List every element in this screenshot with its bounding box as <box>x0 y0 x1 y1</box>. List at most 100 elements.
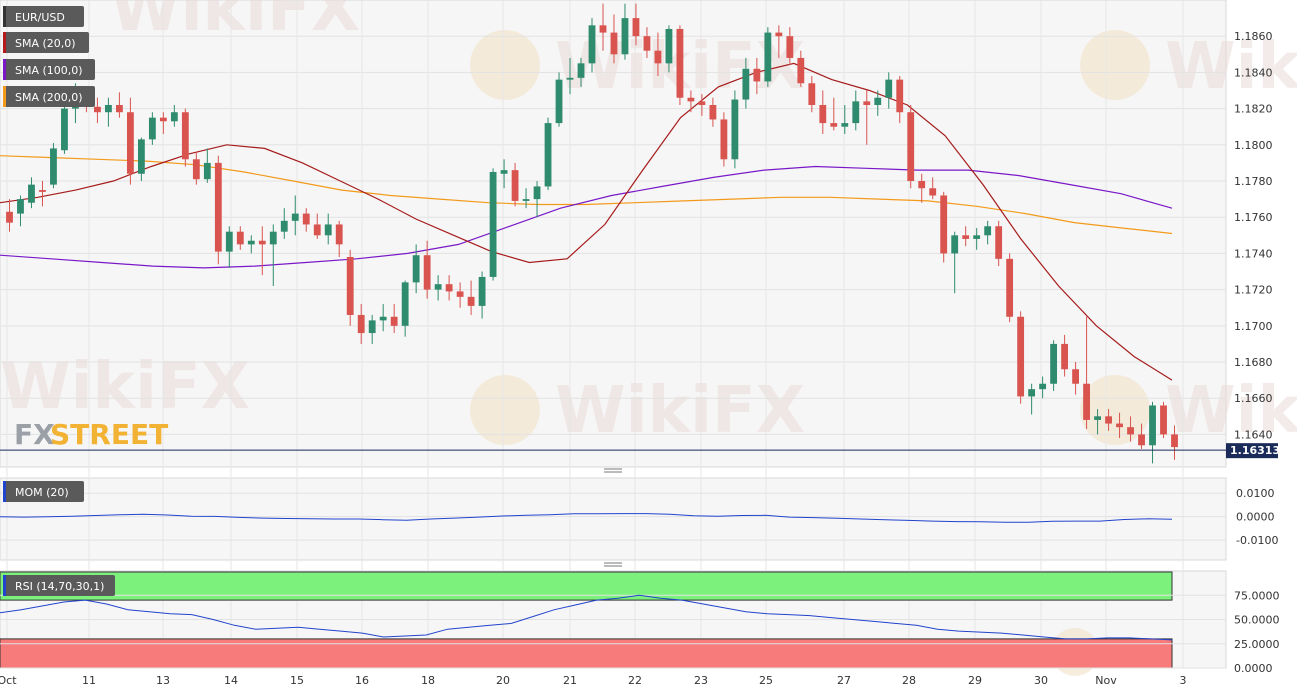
candle <box>665 25 673 73</box>
date-tick-label: 16 <box>355 674 369 687</box>
rsi-axis: 75.0000 50.0000 25.0000 0.0000 <box>1234 589 1280 675</box>
candle <box>599 3 607 51</box>
candle <box>17 195 24 227</box>
date-tick-label: 21 <box>563 674 577 687</box>
candle <box>214 155 222 265</box>
candle <box>280 208 288 239</box>
candle <box>148 112 156 145</box>
candle <box>357 304 365 344</box>
legend-sma200-label: SMA (200,0) <box>15 91 83 104</box>
candle <box>390 304 398 334</box>
candle <box>1017 311 1025 404</box>
candle <box>291 195 299 236</box>
candle <box>742 57 750 109</box>
current-price-value: 1.16313 <box>1230 444 1280 457</box>
mom-axis: 0.0100 0.0000 -0.0100 <box>1236 487 1278 547</box>
legend-sma100[interactable]: SMA (100,0) <box>3 59 95 80</box>
candle <box>819 90 827 134</box>
candle <box>1061 334 1069 377</box>
legend-symbol[interactable]: EUR/USD <box>3 6 84 27</box>
date-tick-label: 15 <box>290 674 304 687</box>
candle <box>995 220 1003 267</box>
candle <box>885 72 893 109</box>
legend-sma200[interactable]: SMA (200,0) <box>3 86 95 107</box>
candle <box>368 314 376 344</box>
candle <box>247 235 255 254</box>
candle <box>874 90 882 116</box>
date-tick-label: 20 <box>496 674 510 687</box>
candle <box>687 90 695 113</box>
price-tick-label: 1.1860 <box>1234 30 1273 43</box>
candle <box>236 226 244 250</box>
candle <box>566 57 574 95</box>
svg-text:WikiFX: WikiFX <box>0 350 250 424</box>
rsi-grid <box>0 594 1226 669</box>
candle <box>1138 423 1145 449</box>
svg-text:WikiFX: WikiFX <box>1165 30 1297 104</box>
candle <box>434 275 442 301</box>
mom-tick-label: -0.0100 <box>1236 534 1278 547</box>
candle <box>1116 412 1123 439</box>
candle <box>478 271 486 319</box>
date-tick-label: Nov <box>1095 674 1117 687</box>
date-tick-label: Oct <box>0 674 17 687</box>
date-tick-label: 11 <box>82 674 96 687</box>
candle <box>852 90 860 131</box>
rsi-tick-label: 25.0000 <box>1234 638 1280 651</box>
candle <box>764 27 772 87</box>
candle <box>643 27 651 58</box>
price-tick-label: 1.1680 <box>1234 356 1273 369</box>
candle <box>951 231 959 294</box>
candle <box>192 152 200 185</box>
candle <box>610 14 618 64</box>
pane-resize-handle-1[interactable] <box>604 468 622 473</box>
price-tick-label: 1.1740 <box>1234 247 1273 260</box>
mom-tick-label: 0.0000 <box>1236 511 1275 524</box>
candle <box>841 104 849 134</box>
mom-line <box>0 513 1173 523</box>
candle <box>621 3 629 60</box>
date-tick-label: 28 <box>902 674 916 687</box>
candle <box>654 32 662 77</box>
candle <box>555 72 563 127</box>
legend-mom[interactable]: MOM (20) <box>3 481 84 502</box>
candle <box>313 213 321 239</box>
price-tick-label: 1.1700 <box>1234 320 1273 333</box>
candle <box>302 208 310 232</box>
sma100-line <box>0 165 1173 269</box>
date-tick-label: 25 <box>759 674 773 687</box>
candle <box>511 162 519 207</box>
svg-text:WikiFX: WikiFX <box>110 0 360 46</box>
candle <box>28 177 35 209</box>
date-tick-label: 23 <box>694 674 708 687</box>
candle <box>533 181 541 218</box>
sma20-line <box>0 62 1173 381</box>
candle <box>522 188 530 209</box>
candle <box>1105 409 1112 431</box>
candle <box>500 159 508 189</box>
rsi-overbought-zone <box>0 571 1173 601</box>
candle <box>1006 253 1014 323</box>
candle <box>962 226 970 247</box>
candle <box>588 18 596 73</box>
candle <box>324 213 332 245</box>
legend-rsi[interactable]: RSI (14,70,30,1) <box>3 575 115 596</box>
legend-mom-label: MOM (20) <box>15 486 69 499</box>
candle <box>61 103 68 154</box>
mom-pane[interactable] <box>0 477 1227 561</box>
date-tick-label: 27 <box>837 674 851 687</box>
candle <box>269 224 277 286</box>
candle <box>808 76 816 113</box>
price-tick-label: 1.1640 <box>1234 428 1273 441</box>
rsi-line <box>0 594 1173 641</box>
candle <box>225 226 233 268</box>
pane-resize-handle-2[interactable] <box>604 562 622 567</box>
price-tick-label: 1.1760 <box>1234 211 1273 224</box>
candle <box>50 142 57 189</box>
candle <box>467 280 475 315</box>
date-tick-label: 22 <box>628 674 642 687</box>
candle <box>709 97 717 127</box>
legend-sma20[interactable]: SMA (20,0) <box>3 32 89 53</box>
candle <box>1094 409 1101 435</box>
